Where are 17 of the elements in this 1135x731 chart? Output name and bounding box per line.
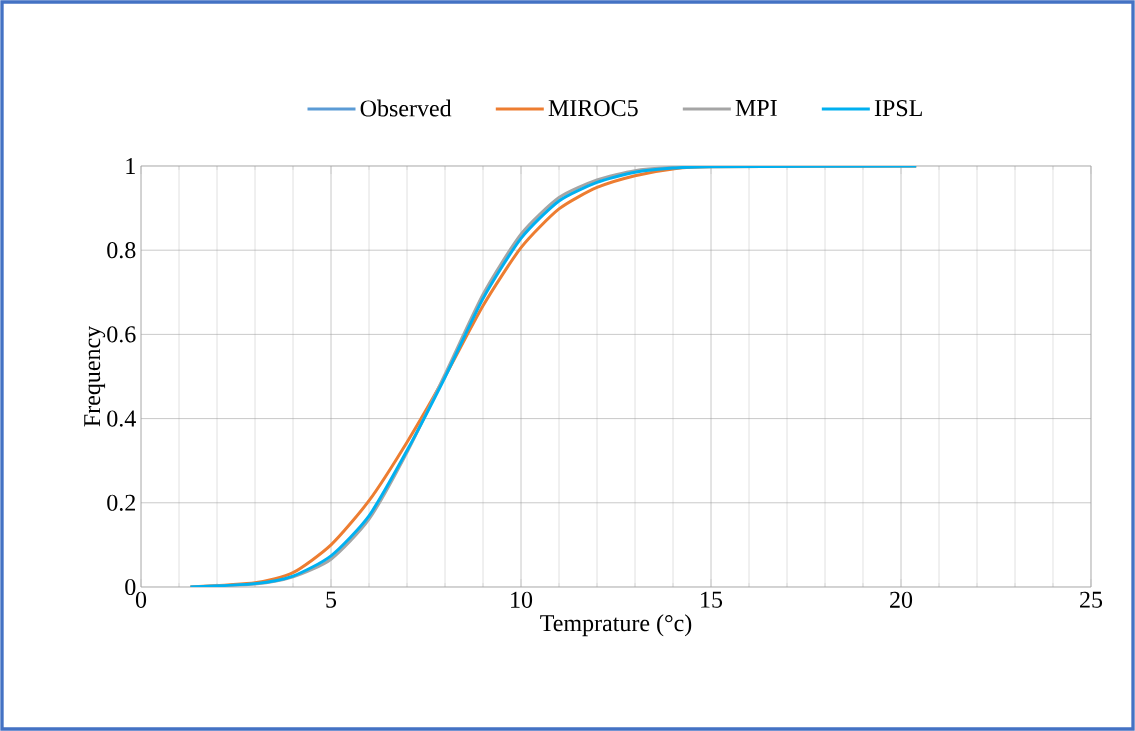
y-tick-label: 0.8 bbox=[107, 242, 136, 259]
y-tick-label: 0.6 bbox=[107, 326, 136, 343]
x-tick-label: 25 bbox=[1080, 591, 1103, 608]
legend-label: MPI bbox=[735, 100, 777, 116]
y-tick-label: 0.2 bbox=[107, 494, 135, 511]
y-axis-title: Frequency bbox=[84, 325, 106, 427]
x-tick-label: 20 bbox=[890, 591, 913, 608]
legend-label: MIROC5 bbox=[548, 100, 638, 117]
y-tick-label: 0 bbox=[125, 578, 136, 596]
y-tick-label: 0.4 bbox=[107, 410, 136, 427]
x-axis-title: Temprature (°c) bbox=[540, 614, 692, 637]
legend-label: Observed bbox=[360, 99, 452, 117]
legend-label: IPSL bbox=[874, 100, 922, 117]
x-tick-label: 15 bbox=[701, 591, 723, 608]
y-tick-label: 1 bbox=[126, 158, 135, 174]
x-tick-label: 10 bbox=[511, 591, 533, 608]
x-tick-label: 5 bbox=[326, 591, 337, 608]
